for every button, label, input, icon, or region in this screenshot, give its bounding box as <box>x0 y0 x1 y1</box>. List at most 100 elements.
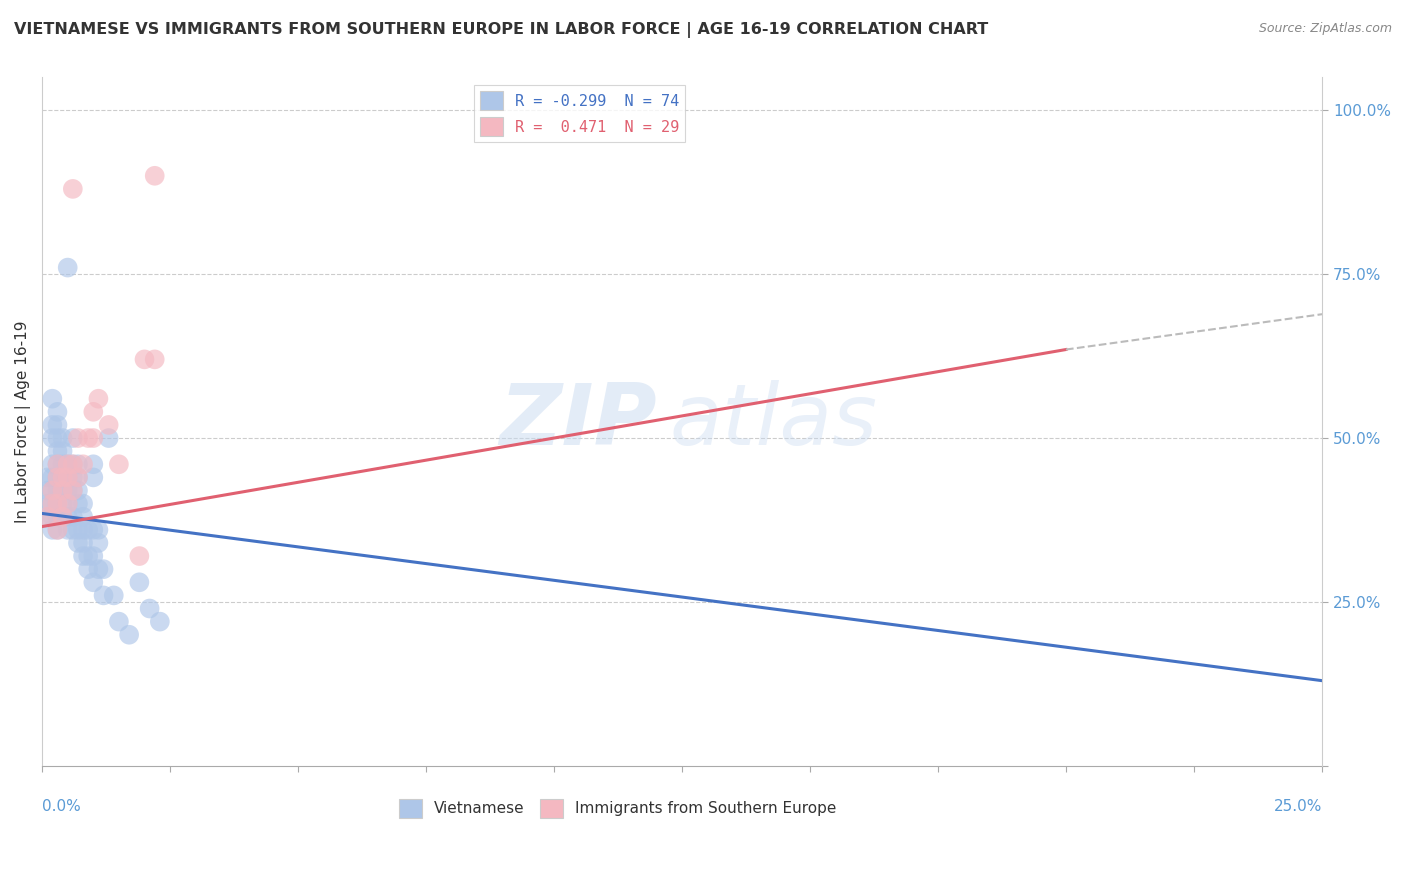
Point <box>46 523 69 537</box>
Point <box>46 470 69 484</box>
Point <box>46 431 69 445</box>
Point <box>46 497 69 511</box>
Text: Source: ZipAtlas.com: Source: ZipAtlas.com <box>1258 22 1392 36</box>
Point <box>46 497 69 511</box>
Point <box>66 483 89 498</box>
Point <box>82 470 104 484</box>
Point <box>52 431 75 445</box>
Point <box>52 497 75 511</box>
Point <box>72 523 94 537</box>
Point <box>77 523 100 537</box>
Point <box>62 523 84 537</box>
Point <box>37 509 59 524</box>
Point <box>62 470 84 484</box>
Point <box>108 615 131 629</box>
Point <box>66 470 89 484</box>
Point <box>46 405 69 419</box>
Point <box>87 536 110 550</box>
Point <box>41 483 63 498</box>
Text: VIETNAMESE VS IMMIGRANTS FROM SOUTHERN EUROPE IN LABOR FORCE | AGE 16-19 CORRELA: VIETNAMESE VS IMMIGRANTS FROM SOUTHERN E… <box>14 22 988 38</box>
Point <box>56 497 79 511</box>
Point <box>41 392 63 406</box>
Point <box>52 470 75 484</box>
Point <box>52 509 75 524</box>
Point <box>103 588 125 602</box>
Point <box>118 628 141 642</box>
Point <box>37 483 59 498</box>
Point <box>37 509 59 524</box>
Point <box>46 457 69 471</box>
Y-axis label: In Labor Force | Age 16-19: In Labor Force | Age 16-19 <box>15 320 31 523</box>
Point <box>56 260 79 275</box>
Point <box>41 483 63 498</box>
Point <box>62 182 84 196</box>
Point <box>52 457 75 471</box>
Point <box>62 457 84 471</box>
Point <box>56 509 79 524</box>
Point <box>87 562 110 576</box>
Point <box>77 549 100 563</box>
Point <box>52 509 75 524</box>
Point <box>52 470 75 484</box>
Point <box>46 523 69 537</box>
Point <box>41 509 63 524</box>
Point <box>62 509 84 524</box>
Point <box>108 457 131 471</box>
Text: 0.0%: 0.0% <box>42 798 82 814</box>
Point <box>46 457 69 471</box>
Point <box>56 523 79 537</box>
Point <box>52 444 75 458</box>
Point <box>87 523 110 537</box>
Point <box>72 536 94 550</box>
Point <box>72 509 94 524</box>
Point <box>41 417 63 432</box>
Point <box>46 509 69 524</box>
Point <box>93 562 115 576</box>
Point <box>56 497 79 511</box>
Point <box>66 497 89 511</box>
Point <box>52 483 75 498</box>
Point <box>41 523 63 537</box>
Point <box>62 457 84 471</box>
Point <box>72 549 94 563</box>
Point <box>82 549 104 563</box>
Point <box>66 536 89 550</box>
Point <box>66 457 89 471</box>
Point <box>41 497 63 511</box>
Point <box>143 169 166 183</box>
Point <box>62 483 84 498</box>
Point <box>72 457 94 471</box>
Point <box>52 483 75 498</box>
Point <box>87 392 110 406</box>
Point <box>41 497 63 511</box>
Point <box>56 470 79 484</box>
Point <box>77 562 100 576</box>
Point <box>46 483 69 498</box>
Point <box>62 431 84 445</box>
Point <box>41 470 63 484</box>
Point <box>62 483 84 498</box>
Point <box>143 352 166 367</box>
Point <box>82 523 104 537</box>
Point <box>77 431 100 445</box>
Point <box>56 457 79 471</box>
Point <box>82 431 104 445</box>
Point <box>134 352 156 367</box>
Point <box>97 431 120 445</box>
Point <box>46 470 69 484</box>
Point <box>97 417 120 432</box>
Point <box>66 523 89 537</box>
Point <box>56 483 79 498</box>
Point <box>56 470 79 484</box>
Point <box>93 588 115 602</box>
Text: 25.0%: 25.0% <box>1274 798 1322 814</box>
Point <box>66 470 89 484</box>
Point <box>128 575 150 590</box>
Point <box>41 431 63 445</box>
Point <box>66 431 89 445</box>
Legend: Vietnamese, Immigrants from Southern Europe: Vietnamese, Immigrants from Southern Eur… <box>394 793 844 823</box>
Point <box>149 615 172 629</box>
Point <box>46 444 69 458</box>
Point <box>37 497 59 511</box>
Point <box>41 457 63 471</box>
